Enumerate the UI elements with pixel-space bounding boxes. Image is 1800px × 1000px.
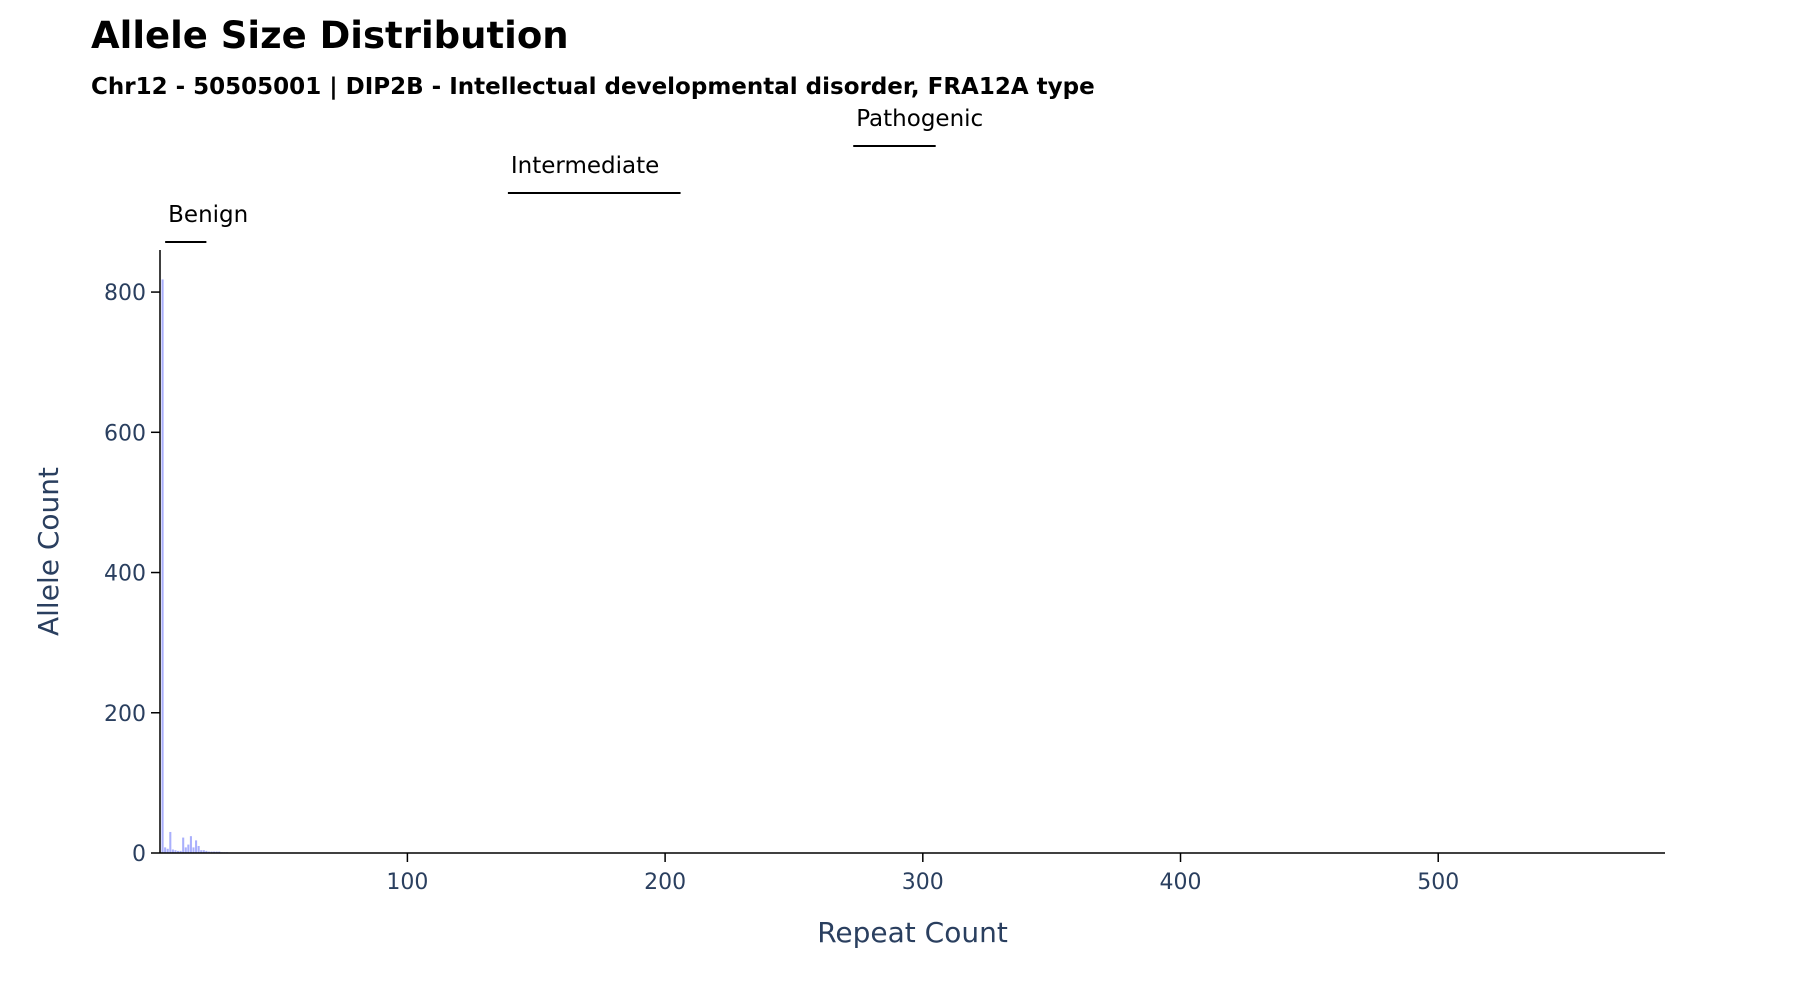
y-tick-label: 200 (104, 702, 146, 727)
bar (195, 840, 198, 853)
y-tick-label: 0 (132, 842, 146, 867)
y-tick-label: 600 (104, 421, 146, 446)
bar (161, 279, 164, 853)
bar (182, 837, 185, 853)
axes: 100 200 300 400 500 0 200 400 600 800 (104, 250, 1665, 895)
range-label: Pathogenic (856, 106, 983, 132)
bar (197, 845, 200, 853)
x-tick-label: 500 (1417, 870, 1459, 895)
bar (192, 847, 195, 853)
bar (174, 850, 177, 853)
range-annotations: Benign Intermediate Pathogenic (165, 106, 983, 243)
bar (164, 847, 167, 853)
bar (171, 849, 174, 853)
bar (187, 844, 190, 853)
bar (177, 850, 180, 853)
x-axis-title: Repeat Count (817, 916, 1008, 949)
x-tick-label: 300 (902, 870, 944, 895)
bar (184, 847, 187, 853)
bar (202, 850, 205, 853)
bar (189, 836, 192, 853)
y-tick-label: 800 (104, 281, 146, 306)
y-axis-title: Allele Count (32, 467, 65, 636)
y-tick-label: 400 (104, 562, 146, 587)
x-tick-label: 100 (386, 870, 428, 895)
bar (200, 850, 203, 853)
bar (169, 831, 172, 853)
bar (179, 850, 182, 853)
range-label: Benign (168, 202, 248, 228)
chart-title: Allele Size Distribution (91, 14, 569, 57)
x-tick-label: 200 (644, 870, 686, 895)
chart-subtitle: Chr12 - 50505001 | DIP2B - Intellectual … (91, 74, 1095, 100)
range-label: Intermediate (511, 153, 659, 179)
bar (166, 848, 169, 853)
bar-series (161, 279, 229, 853)
x-tick-label: 400 (1160, 870, 1202, 895)
bar (205, 850, 208, 853)
